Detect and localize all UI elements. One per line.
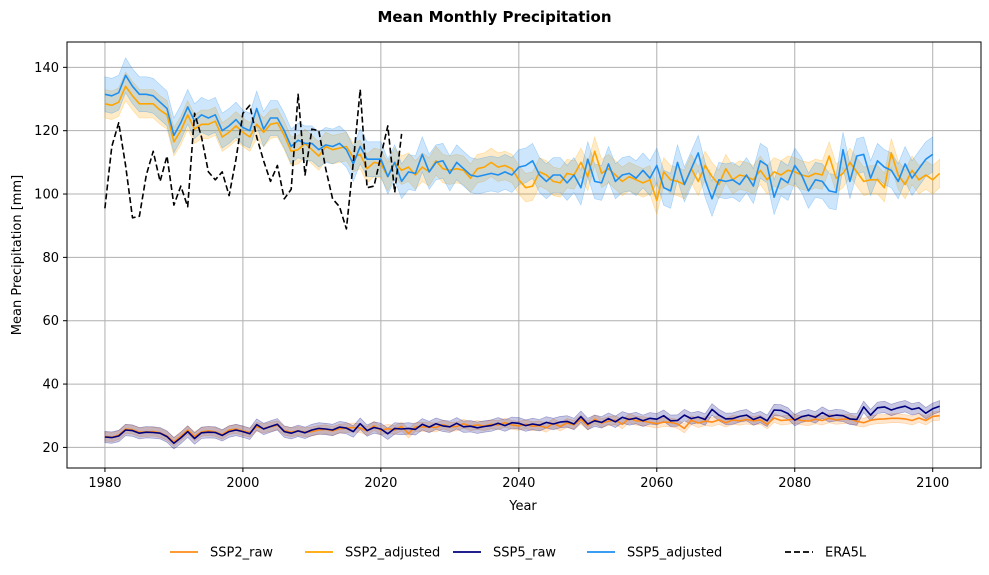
x-tick-label-5: 2080 [778,476,811,491]
ssp5-adjusted-line [104,74,934,200]
x-tick-label-4: 2060 [640,476,673,491]
uncertainty-bands [104,57,940,450]
y-tick-label-2: 60 [42,314,59,329]
ssp2-adjusted-band [104,71,940,216]
y-tick-label-5: 120 [34,124,59,139]
era5l-line [104,88,403,230]
y-axis-ticks: 20 40 60 80 100 120 140 [34,61,67,456]
legend-label-ssp5-adjusted: SSP5_adjusted [627,546,722,561]
legend-label-ssp2-adjusted: SSP2_adjusted [345,546,440,561]
chart-title: Mean Monthly Precipitation [377,8,611,26]
grid-lines [67,42,981,468]
legend-label-era5l: ERA5L [825,546,867,561]
y-tick-label-4: 100 [34,188,59,203]
series-lines [104,74,941,445]
x-tick-label-6: 2100 [916,476,949,491]
legend: SSP2_raw SSP2_adjusted SSP5_raw SSP5_adjust… [170,546,867,561]
legend-label-ssp5-raw: SSP5_raw [493,546,556,561]
legend-label-ssp2-raw: SSP2_raw [210,546,273,561]
x-tick-label-2: 2020 [364,476,397,491]
y-tick-label-1: 40 [42,378,59,393]
x-tick-label-1: 2000 [226,476,259,491]
x-axis-ticks: 1980 2000 2020 2040 2060 2080 2100 [88,468,949,491]
ssp5-raw-line [104,405,940,445]
plot-frame [66,41,982,469]
y-tick-label-0: 20 [42,441,59,456]
x-tick-label-3: 2040 [502,476,535,491]
x-axis-label: Year [508,499,537,514]
x-tick-label-0: 1980 [88,476,121,491]
y-axis-label: Mean Precipitation [mm] [10,175,25,335]
y-tick-label-6: 140 [34,61,59,76]
y-tick-label-3: 80 [42,251,59,266]
